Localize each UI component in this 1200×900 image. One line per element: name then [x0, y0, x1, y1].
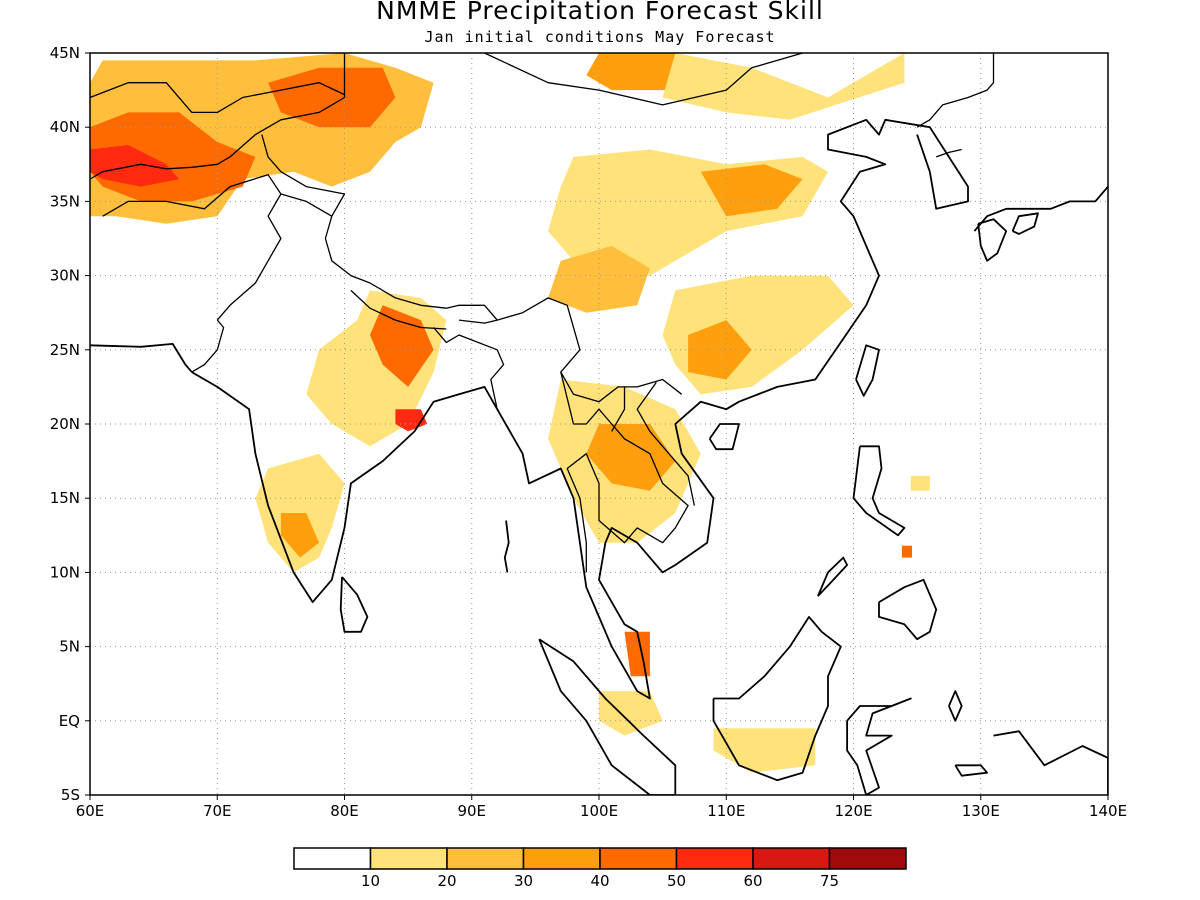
border-line	[191, 319, 225, 373]
coastline-new-guinea	[993, 730, 1108, 795]
y-tick-label: 10N	[50, 563, 80, 581]
y-tick-label: 5S	[61, 786, 80, 804]
x-tick-label: 80E	[330, 802, 359, 820]
coastline-luzon	[852, 445, 906, 537]
coastline-palawan	[817, 556, 848, 597]
colorbar-swatch	[752, 847, 831, 870]
x-tick-label: 140E	[1089, 802, 1127, 820]
x-tick-label: 60E	[76, 802, 105, 820]
x-axis: 60E 70E 80E 90E 100E 110E 120E 130E 140E	[76, 795, 1127, 820]
skill-region-tianshan-band	[268, 67, 396, 128]
coastline-sumatra	[538, 638, 677, 795]
border-line	[261, 134, 346, 217]
y-tick-label: 35N	[50, 192, 80, 210]
colorbar-label: 20	[437, 872, 456, 890]
y-tick-label: 15N	[50, 489, 80, 507]
border-line	[916, 53, 995, 128]
skill-region-indochina-core	[586, 424, 676, 491]
coastline-layer	[90, 118, 1108, 795]
border-line	[350, 289, 447, 330]
border-line	[483, 53, 804, 106]
border-line	[433, 327, 505, 410]
coastline-sri-lanka	[339, 576, 369, 633]
border-line	[90, 53, 346, 180]
y-tick-label: 25N	[50, 341, 80, 359]
skill-region-india-coast	[395, 409, 428, 432]
y-tick-label: 30N	[50, 267, 80, 285]
coastline-hainan	[708, 423, 740, 451]
skill-region-borneo-south	[713, 728, 816, 773]
x-tick-label: 130E	[962, 802, 1000, 820]
border-line	[370, 53, 372, 54]
border-line	[102, 174, 683, 403]
skill-region-sumatra-east	[599, 691, 663, 736]
y-tick-label: EQ	[59, 712, 80, 730]
colorbar-swatch	[828, 847, 907, 870]
skill-region-tibet-east	[548, 245, 650, 313]
x-tick-label: 100E	[580, 802, 618, 820]
coastline-mindanao	[878, 578, 938, 641]
coastline-seram	[954, 764, 988, 777]
skill-region-philippines	[901, 545, 912, 558]
border-line	[458, 319, 498, 324]
x-tick-label: 70E	[203, 802, 232, 820]
colorbar-swatch	[675, 847, 754, 870]
colorbar-swatch	[446, 847, 525, 870]
y-tick-label: 5N	[59, 638, 80, 656]
y-tick-label: 20N	[50, 415, 80, 433]
chart-subtitle: Jan initial conditions May Forecast	[424, 28, 776, 46]
colorbar-swatch	[369, 847, 448, 870]
colorbar: 10 20 30 40 50 60 75	[293, 847, 907, 890]
border-line	[611, 386, 626, 432]
colorbar-label: 10	[361, 872, 380, 890]
border-layer	[90, 53, 995, 573]
x-tick-label: 90E	[457, 802, 486, 820]
border-line	[636, 382, 696, 506]
skill-region-north-china-east	[662, 53, 905, 120]
coastline-taiwan	[855, 344, 880, 397]
coastline-sulawesi	[846, 697, 912, 795]
colorbar-label: 30	[514, 872, 533, 890]
coastline-japan	[973, 186, 1108, 232]
skill-region-south-china-core	[688, 320, 752, 380]
colorbar-swatch	[522, 847, 601, 870]
colorbar-label: 75	[820, 872, 839, 890]
colorbar-swatch	[599, 847, 678, 870]
coastline-halmahera	[948, 690, 963, 722]
coastline-pakistan-coast	[90, 342, 193, 373]
skill-layer	[90, 53, 930, 773]
x-tick-label: 120E	[834, 802, 872, 820]
skill-region-india-north-core	[370, 305, 434, 387]
y-tick-label: 40N	[50, 118, 80, 136]
y-tick-label: 45N	[50, 44, 80, 62]
chart-title: NMME Precipitation Forecast Skill	[376, 0, 824, 25]
coastline-borneo	[712, 616, 842, 782]
coastline-india-coast	[191, 118, 969, 700]
colorbar-swatch	[293, 847, 372, 870]
coastline-andaman	[503, 520, 510, 573]
border-line	[216, 193, 282, 321]
border-line	[935, 148, 962, 158]
skill-region-india-south-core	[280, 513, 320, 558]
skill-region-taiwan-north	[910, 475, 930, 491]
y-axis: 45N 40N 35N 30N 25N 20N 15N 10N 5N EQ 5S	[50, 44, 90, 804]
coastline-shikoku	[1011, 212, 1039, 235]
colorbar-label: 40	[590, 872, 609, 890]
colorbar-label: 50	[667, 872, 686, 890]
border-line	[90, 82, 345, 114]
coastline-japan-kyushu	[977, 218, 1008, 262]
colorbar-label: 60	[743, 872, 762, 890]
x-tick-label: 110E	[707, 802, 745, 820]
border-line	[560, 371, 689, 573]
